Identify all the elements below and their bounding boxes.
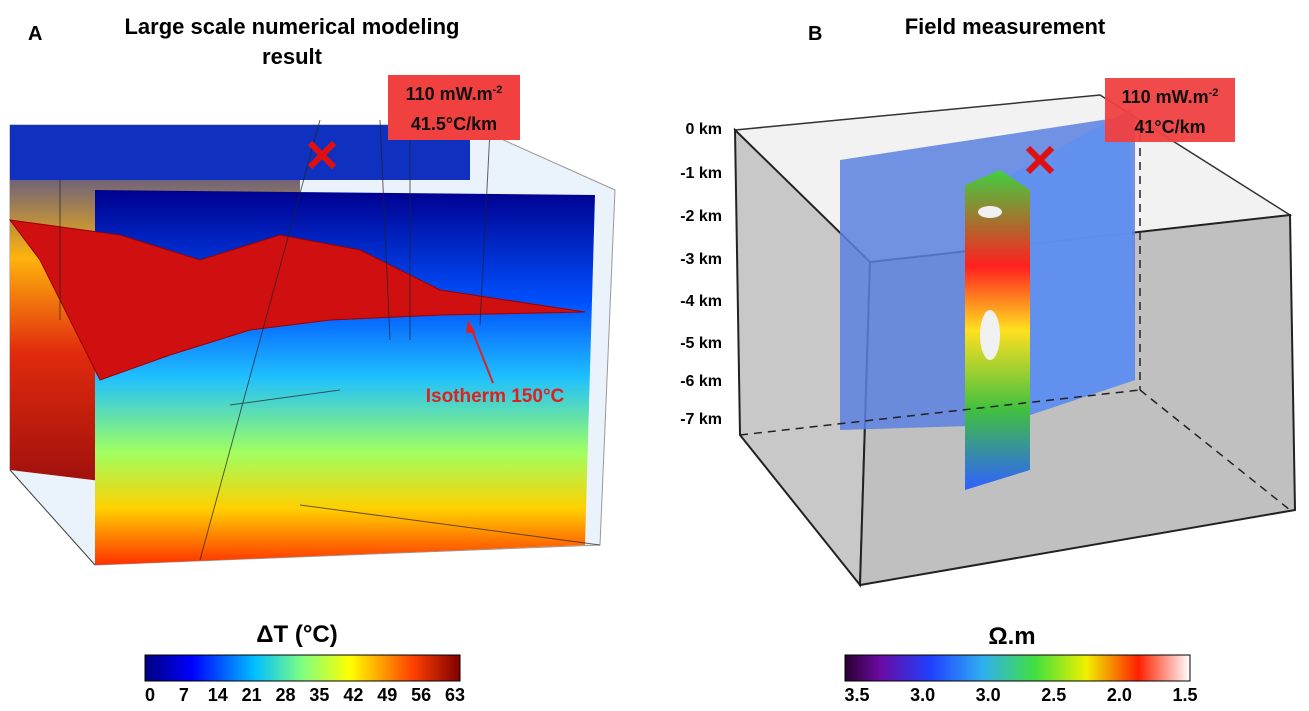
heat-flux-value: 110 mW.m	[406, 84, 493, 104]
colorbar-tick-label: 3.0	[976, 685, 1001, 705]
depth-label: -6 km	[680, 373, 722, 390]
colorbar-tick-label: 42	[343, 685, 363, 705]
field-3d-view	[733, 78, 1297, 588]
colorbar-tick-label: 28	[276, 685, 296, 705]
colorbar-title: ΔT (°C)	[256, 621, 338, 648]
depth-label: -5 km	[680, 335, 722, 352]
panel-title: Field measurement	[905, 14, 1106, 39]
colorbar-tick-label: 3.0	[910, 685, 935, 705]
colorbar-tick-label: 1.5	[1172, 685, 1197, 705]
depth-label: 0 km	[686, 121, 722, 138]
panel-letter: A	[28, 23, 42, 45]
colorbar-title: Ω.m	[988, 623, 1035, 650]
colorbar-tick-label: 56	[411, 685, 431, 705]
isotherm-label: Isotherm 150°C	[426, 386, 565, 407]
panel-letter: B	[808, 23, 822, 45]
colorbar-tick-label: 63	[445, 685, 465, 705]
colorbar-tick-label: 2.0	[1107, 685, 1132, 705]
colorbar-tick-label: 0	[145, 685, 155, 705]
depth-label: -4 km	[680, 293, 722, 310]
depth-label: -3 km	[680, 251, 722, 268]
colorbar-tick-label: 21	[242, 685, 262, 705]
panel-title: result	[262, 44, 323, 69]
depth-label: -1 km	[680, 165, 722, 182]
depth-label: -7 km	[680, 411, 722, 428]
heat-flux: 110 mW.m-2	[406, 84, 503, 104]
depth-label: -2 km	[680, 208, 722, 225]
heat-flux-exponent: -2	[493, 84, 503, 96]
thermal-gradient: 41°C/km	[1134, 117, 1205, 137]
colorbar	[844, 654, 1191, 682]
colorbar-tick-label: 49	[377, 685, 397, 705]
heat-flux-value: 110 mW.m	[1122, 87, 1209, 107]
panel-title: Large scale numerical modeling	[124, 14, 459, 39]
heat-flux: 110 mW.m-2	[1122, 87, 1219, 107]
colorbar-tick-label: 35	[309, 685, 329, 705]
model-3d-view	[8, 75, 616, 566]
thermal-gradient: 41.5°C/km	[411, 114, 497, 134]
colorbar-tick-label: 3.5	[844, 685, 869, 705]
colorbar-tick-label: 2.5	[1041, 685, 1066, 705]
colorbar	[144, 654, 461, 682]
colorbar-tick-label: 14	[208, 685, 228, 705]
colorbar-tick-label: 7	[179, 685, 189, 705]
heat-flux-exponent: -2	[1209, 87, 1219, 99]
